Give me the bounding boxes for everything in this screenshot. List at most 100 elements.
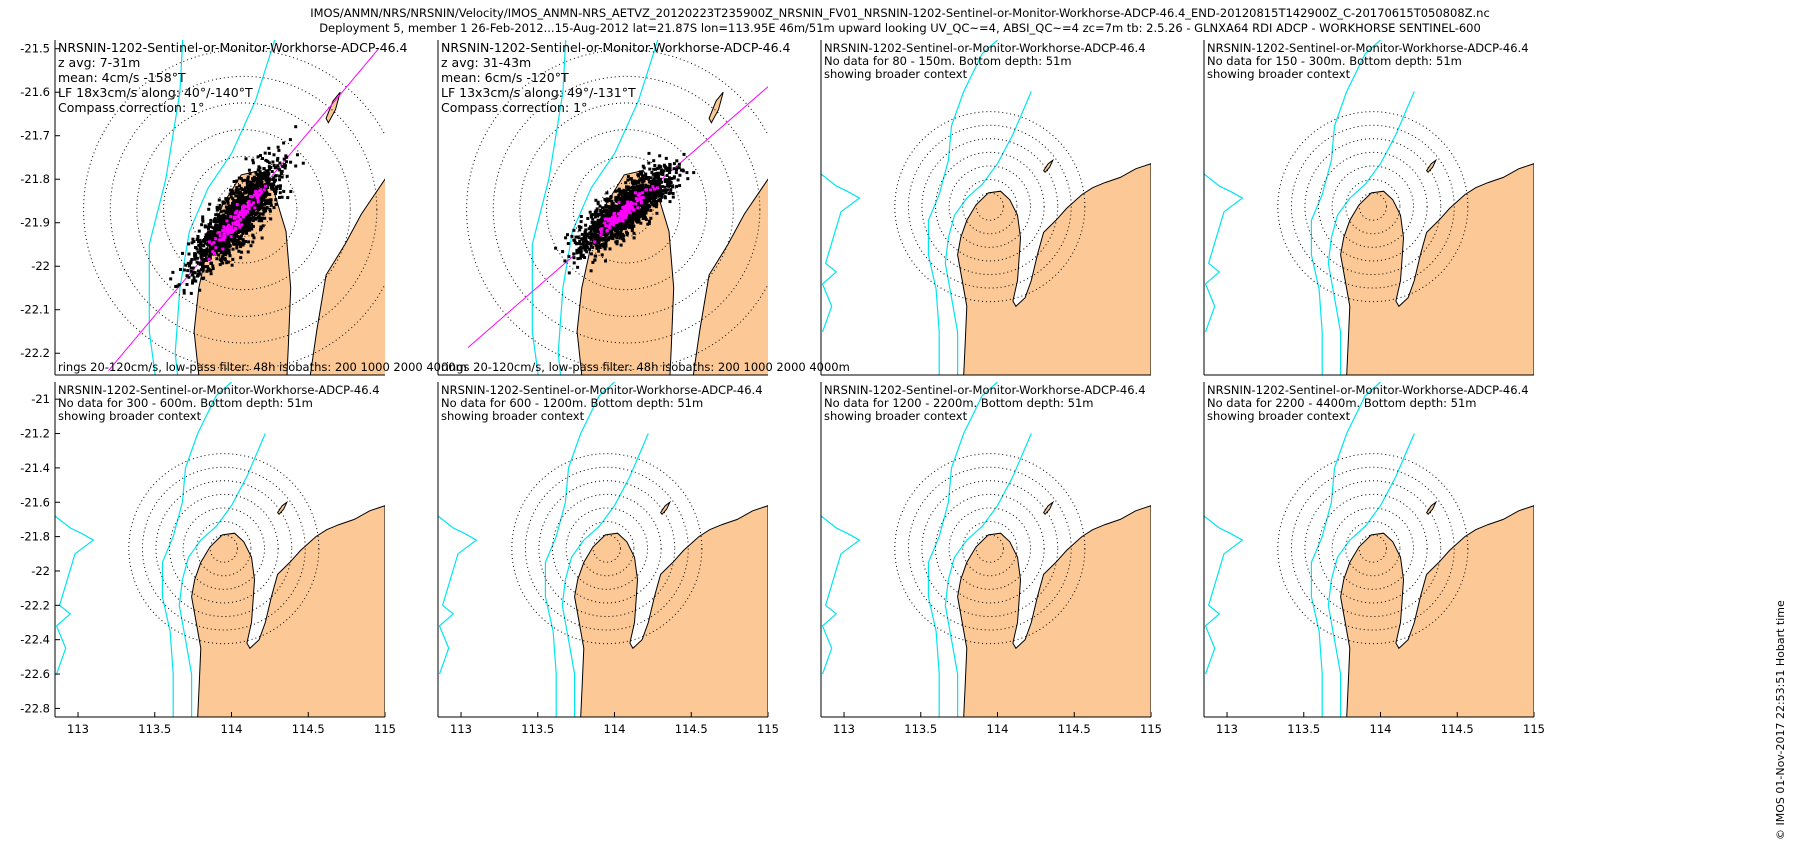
isobath-line <box>148 40 184 375</box>
scatter-point <box>243 225 247 229</box>
isobath-line <box>821 173 861 333</box>
scatter-point <box>294 164 298 168</box>
scatter-point <box>602 216 605 220</box>
scatter-point <box>609 209 613 213</box>
map-panel-1: NRSNIN-1202-Sentinel-or-Monitor-Workhors… <box>20 40 467 376</box>
scatter-point <box>237 207 241 211</box>
scatter-point <box>612 234 616 237</box>
scatter-point <box>654 196 658 200</box>
scatter-point <box>654 205 658 209</box>
speed-ring <box>511 453 703 645</box>
x-tick-label: 113 <box>1216 722 1238 736</box>
scatter-point <box>209 225 213 229</box>
scatter-point <box>243 222 247 226</box>
scatter-point <box>675 184 679 188</box>
land-area <box>191 505 385 717</box>
scatter-point <box>280 170 284 173</box>
scatter-point <box>270 187 274 191</box>
panel-title: NRSNIN-1202-Sentinel-or-Monitor-Workhors… <box>824 383 1146 397</box>
scatter-point <box>634 210 638 214</box>
scatter-point <box>214 225 218 229</box>
x-tick-label: 115 <box>1523 722 1545 736</box>
scatter-point <box>632 224 635 228</box>
lowpass-point <box>607 225 611 229</box>
scatter-point <box>651 172 655 176</box>
scatter-point <box>236 200 240 204</box>
lowpass-point <box>619 215 623 219</box>
scatter-point <box>269 185 273 189</box>
panel-info-line: showing broader context <box>1207 67 1351 81</box>
scatter-point <box>242 241 246 245</box>
scatter-point <box>268 167 272 171</box>
speed-ring <box>579 521 635 577</box>
scatter-point <box>203 249 206 252</box>
scatter-point <box>605 191 609 195</box>
lowpass-point <box>218 234 222 238</box>
scatter-point <box>262 208 266 211</box>
scatter-point <box>244 157 248 161</box>
scatter-point <box>604 235 608 239</box>
scatter-point <box>214 213 218 217</box>
scatter-point <box>621 223 625 227</box>
scatter-point <box>615 227 619 231</box>
lowpass-point <box>630 206 634 210</box>
scatter-point <box>616 233 620 237</box>
scatter-point <box>197 269 201 273</box>
scatter-point <box>598 246 602 249</box>
scatter-point <box>239 242 243 246</box>
scatter-point <box>259 225 263 229</box>
speed-ring <box>921 480 1059 618</box>
scatter-point <box>597 221 601 225</box>
isobath-line <box>821 515 861 675</box>
speed-ring <box>538 480 676 618</box>
scatter-point <box>271 160 275 164</box>
lowpass-point <box>238 225 242 229</box>
scatter-point <box>282 157 286 161</box>
scatter-point <box>205 269 209 273</box>
scatter-point <box>226 200 230 204</box>
lowpass-point <box>226 232 230 236</box>
map-panel-6: NRSNIN-1202-Sentinel-or-Monitor-Workhors… <box>437 382 779 736</box>
scatter-point <box>237 176 241 180</box>
lowpass-point <box>651 185 655 189</box>
isobath-line <box>1204 515 1244 675</box>
scatter-point <box>646 222 650 226</box>
scatter-point <box>644 197 648 201</box>
scatter-point <box>222 250 226 254</box>
scatter-point <box>644 174 648 178</box>
scatter-point <box>201 219 205 223</box>
scatter-point <box>566 242 570 245</box>
scatter-point <box>593 227 597 231</box>
scatter-point <box>614 189 618 193</box>
scatter-point <box>610 230 614 234</box>
scatter-point <box>268 209 272 213</box>
scatter-point <box>194 279 198 283</box>
scatter-point <box>226 217 229 221</box>
scatter-point <box>596 219 600 223</box>
map-panel-7: NRSNIN-1202-Sentinel-or-Monitor-Workhors… <box>820 382 1162 736</box>
scatter-point <box>235 246 239 250</box>
scatter-point <box>261 157 264 160</box>
scatter-point <box>657 199 661 202</box>
y-tick-label: -22 <box>31 259 50 273</box>
scatter-point <box>602 209 606 212</box>
scatter-point <box>286 196 290 200</box>
lowpass-point <box>256 198 260 201</box>
scatter-point <box>672 175 676 179</box>
lowpass-point <box>221 228 225 232</box>
isobath-line <box>174 40 276 375</box>
scatter-point <box>188 264 191 268</box>
scatter-point <box>224 247 228 251</box>
scatter-point <box>647 151 651 155</box>
scatter-point <box>663 178 667 182</box>
scatter-point <box>621 226 625 230</box>
scatter-point <box>677 162 681 166</box>
scatter-point <box>611 202 615 205</box>
scatter-point <box>629 219 633 223</box>
island <box>1425 500 1438 516</box>
lowpass-point <box>237 221 241 225</box>
scatter-point <box>602 245 606 249</box>
lowpass-point <box>628 211 632 215</box>
scatter-point <box>264 178 268 182</box>
scatter-point <box>266 159 270 163</box>
